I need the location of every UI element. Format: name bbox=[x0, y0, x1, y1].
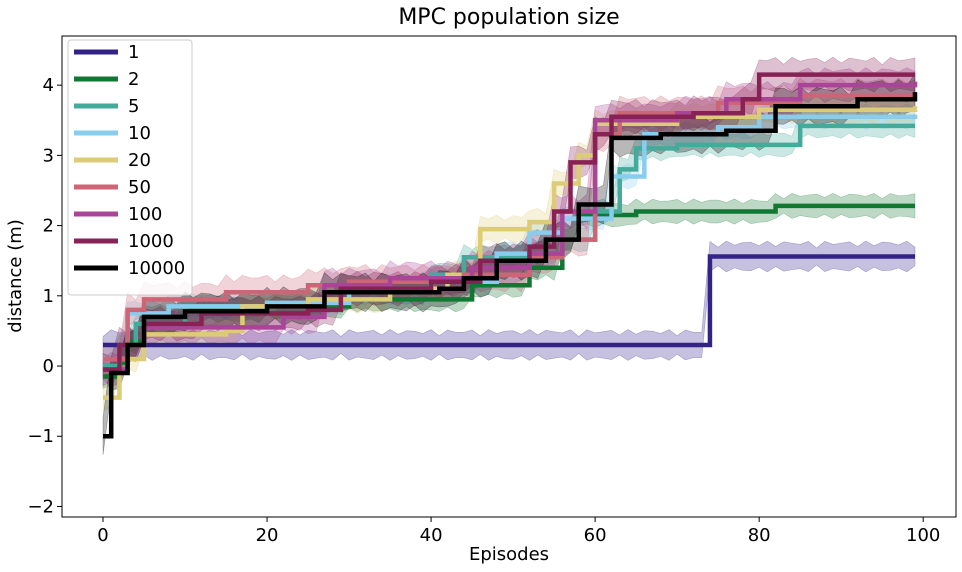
legend-label-10000: 10000 bbox=[128, 258, 185, 279]
x-axis-label: Episodes bbox=[469, 544, 549, 565]
line-series-2 bbox=[103, 203, 915, 379]
x-tick-label: 20 bbox=[256, 525, 279, 546]
y-tick-label: 1 bbox=[43, 286, 54, 307]
y-tick-label: −1 bbox=[27, 426, 54, 447]
x-tick-label: 100 bbox=[906, 525, 940, 546]
legend-label-1000: 1000 bbox=[128, 231, 174, 252]
line-series-100 bbox=[103, 81, 918, 372]
line-series-1 bbox=[103, 254, 915, 348]
y-axis-ticks: −2 −1 0 1 2 3 4 bbox=[27, 75, 62, 517]
chart-title: MPC population size bbox=[398, 5, 619, 30]
x-axis-ticks: 0 20 40 60 80 100 bbox=[97, 517, 940, 546]
legend: 1 2 5 10 20 50 100 1000 10000 bbox=[67, 39, 193, 296]
y-tick-label: −2 bbox=[27, 496, 54, 517]
y-tick-label: 3 bbox=[43, 145, 54, 166]
x-tick-label: 60 bbox=[584, 525, 607, 546]
line-series-10000 bbox=[103, 92, 918, 439]
plot-frame bbox=[61, 35, 957, 518]
x-tick-label: 80 bbox=[748, 525, 771, 546]
series-lines bbox=[103, 72, 918, 439]
legend-label-5: 5 bbox=[128, 96, 139, 117]
band-series-1 bbox=[102, 240, 916, 361]
legend-label-50: 50 bbox=[128, 177, 151, 198]
line-series-1000 bbox=[103, 72, 915, 372]
x-tick-label: 0 bbox=[97, 525, 108, 546]
legend-label-20: 20 bbox=[128, 150, 151, 171]
y-axis-label: distance (m) bbox=[5, 219, 26, 333]
legend-label-1: 1 bbox=[128, 42, 139, 63]
y-tick-label: 2 bbox=[43, 216, 54, 237]
legend-label-2: 2 bbox=[128, 69, 139, 90]
y-tick-label: 0 bbox=[43, 356, 54, 377]
x-tick-label: 40 bbox=[420, 525, 443, 546]
y-tick-label: 4 bbox=[43, 75, 54, 96]
legend-label-100: 100 bbox=[128, 204, 162, 225]
legend-label-10: 10 bbox=[128, 123, 151, 144]
